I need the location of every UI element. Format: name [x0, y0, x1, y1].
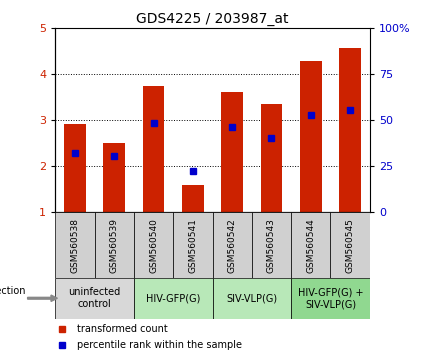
Text: GSM560539: GSM560539 — [110, 218, 119, 273]
Bar — [212, 278, 291, 319]
Bar — [339, 48, 361, 212]
Bar — [143, 86, 164, 212]
Text: transformed count: transformed count — [77, 324, 168, 333]
Bar — [291, 212, 331, 278]
Text: uninfected
control: uninfected control — [68, 287, 121, 309]
Bar — [212, 212, 252, 278]
Bar — [94, 212, 134, 278]
Text: GSM560538: GSM560538 — [71, 218, 79, 273]
Text: HIV-GFP(G): HIV-GFP(G) — [146, 293, 200, 303]
Text: GSM560545: GSM560545 — [346, 218, 354, 273]
Text: GSM560541: GSM560541 — [188, 218, 197, 273]
Bar — [134, 212, 173, 278]
Text: GSM560540: GSM560540 — [149, 218, 158, 273]
Text: HIV-GFP(G) +
SIV-VLP(G): HIV-GFP(G) + SIV-VLP(G) — [298, 287, 363, 309]
Bar — [64, 124, 86, 212]
Text: SIV-VLP(G): SIV-VLP(G) — [226, 293, 278, 303]
Text: GSM560544: GSM560544 — [306, 218, 315, 273]
Text: GSM560542: GSM560542 — [228, 218, 237, 273]
Bar — [291, 278, 370, 319]
Text: percentile rank within the sample: percentile rank within the sample — [77, 340, 242, 350]
Bar — [173, 212, 212, 278]
Bar — [55, 278, 134, 319]
Title: GDS4225 / 203987_at: GDS4225 / 203987_at — [136, 12, 289, 26]
Bar — [252, 212, 291, 278]
Bar — [300, 61, 322, 212]
Bar — [55, 212, 94, 278]
Bar — [221, 92, 243, 212]
Bar — [331, 212, 370, 278]
Text: infection: infection — [0, 286, 26, 296]
Text: GSM560543: GSM560543 — [267, 218, 276, 273]
Bar — [261, 104, 282, 212]
Bar — [182, 185, 204, 212]
Bar — [134, 278, 212, 319]
Bar — [103, 143, 125, 212]
